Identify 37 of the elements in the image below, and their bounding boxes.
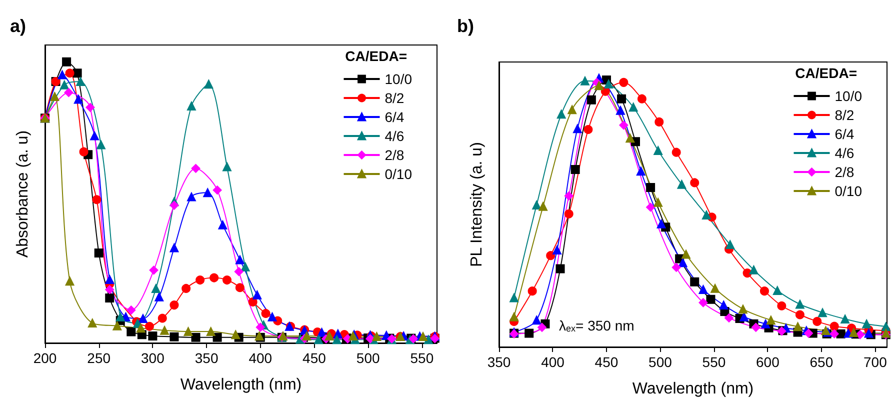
x-tick-label: 700 xyxy=(864,354,888,370)
x-tick-label: 300 xyxy=(141,350,165,366)
chart-title: a) xyxy=(10,16,26,36)
annotation: λex= 350 nm xyxy=(559,318,634,334)
x-tick-label: 400 xyxy=(541,354,565,370)
legend-label: 0/10 xyxy=(834,183,862,199)
y-axis-title: PL Intensity (a. u) xyxy=(468,142,486,267)
legend-title: CA/EDA= xyxy=(795,65,858,81)
x-tick-label: 400 xyxy=(248,350,272,366)
legend-label: 6/4 xyxy=(834,126,854,142)
x-tick-label: 500 xyxy=(356,350,380,366)
x-tick-label: 350 xyxy=(487,354,511,370)
x-axis-title: Wavelength (nm) xyxy=(180,376,302,394)
legend-label: 6/4 xyxy=(384,109,404,125)
x-tick-label: 200 xyxy=(33,350,57,366)
x-tick-label: 450 xyxy=(594,354,618,370)
legend-label: 10/0 xyxy=(834,88,862,104)
x-tick-label: 550 xyxy=(410,350,434,366)
legend-label: 2/8 xyxy=(834,164,854,180)
legend-label: 4/6 xyxy=(834,145,854,161)
x-tick-label: 500 xyxy=(648,354,672,370)
x-tick-label: 250 xyxy=(87,350,111,366)
x-tick-label: 600 xyxy=(756,354,780,370)
x-tick-label: 650 xyxy=(810,354,834,370)
legend-label: 0/10 xyxy=(384,166,412,182)
x-tick-label: 350 xyxy=(194,350,218,366)
x-tick-label: 450 xyxy=(302,350,326,366)
legend-label: 8/2 xyxy=(384,90,404,106)
legend-label: 8/2 xyxy=(834,107,854,123)
y-axis-title: Absorbance (a. u) xyxy=(14,130,32,258)
x-tick-label: 550 xyxy=(702,354,726,370)
legend-label: 2/8 xyxy=(384,147,404,163)
x-axis-title: Wavelength (nm) xyxy=(632,380,754,398)
legend-title: CA/EDA= xyxy=(345,48,408,64)
chart-title: b) xyxy=(457,16,474,36)
legend-label: 4/6 xyxy=(384,128,404,144)
legend-label: 10/0 xyxy=(384,71,412,87)
